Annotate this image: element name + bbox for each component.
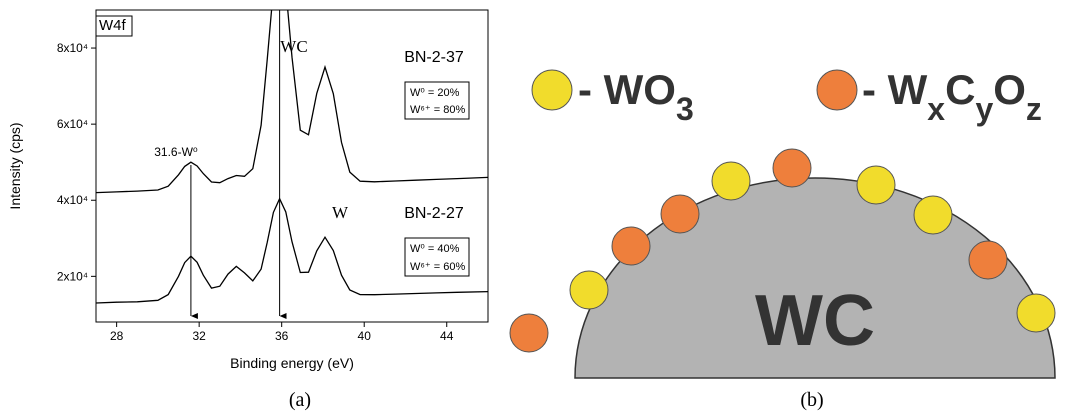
annotation: WC — [280, 37, 307, 56]
spectrum-line — [96, 197, 488, 304]
subscript: 3 — [676, 91, 694, 127]
wo3-particle — [711, 161, 751, 201]
wo3-particle — [856, 165, 896, 205]
plot-frame — [95, 9, 489, 323]
annotation: W⁶⁺ = 80% — [410, 104, 465, 116]
annotation: W⁰ = 40% — [410, 243, 460, 255]
wxcyoz-particle — [772, 148, 812, 188]
annotation: 31.6-W⁰ — [154, 145, 198, 159]
legend-text: - WO — [578, 66, 676, 113]
wxcyoz-particle — [509, 313, 549, 353]
subscript: y — [975, 91, 993, 127]
sample-label: BN-2-27 — [404, 205, 464, 222]
label-box — [404, 81, 470, 120]
label-box — [404, 237, 470, 277]
plot-area — [96, 10, 488, 304]
sample-label: BN-2-37 — [404, 49, 464, 66]
subscript: z — [1026, 91, 1042, 127]
legend-text: - W — [862, 66, 928, 113]
x-tick-label: 40 — [358, 329, 372, 343]
wxcyoz-particle — [660, 194, 700, 234]
caption: (a) — [289, 389, 311, 411]
wo3-particle — [1016, 293, 1056, 333]
y-tick-label: 4x10⁴ — [57, 193, 88, 207]
diagram: WC (b) - WO3- WxCyOz — [509, 66, 1056, 411]
y-tick-label: 2x10⁴ — [57, 269, 88, 283]
x-axis-label: Binding energy (eV) — [230, 355, 354, 371]
y-axis-label: Intensity (cps) — [7, 122, 23, 209]
annotation: W4f — [99, 17, 127, 34]
annotation: W⁶⁺ = 60% — [410, 261, 465, 273]
wo3-particle — [913, 195, 953, 235]
wc-label: WC — [755, 281, 875, 361]
x-tick-label: 32 — [192, 329, 206, 343]
spectrum-line — [96, 10, 488, 194]
annotation: W — [332, 203, 349, 222]
label-box — [95, 15, 133, 37]
x-tick-label: 36 — [275, 329, 289, 343]
y-tick-label: 8x10⁴ — [57, 41, 88, 55]
subscript: x — [927, 91, 945, 127]
legend-wxcyoz-swatch — [816, 69, 858, 111]
x-tick-label: 44 — [440, 329, 454, 343]
legend-text: O — [993, 66, 1026, 113]
y-tick-label: 6x10⁴ — [57, 117, 88, 131]
legend-wo3-swatch — [531, 69, 573, 111]
annotation: W⁰ = 20% — [410, 87, 460, 99]
legend-text: C — [945, 66, 975, 113]
wxcyoz-particle — [611, 226, 651, 266]
wxcyoz-particle — [968, 240, 1008, 280]
wo3-particle — [569, 270, 609, 310]
caption: (b) — [800, 389, 823, 411]
legend-label: - WO3 — [578, 66, 694, 127]
x-tick-label: 28 — [110, 329, 124, 343]
legend-label: - WxCyOz — [862, 66, 1042, 127]
